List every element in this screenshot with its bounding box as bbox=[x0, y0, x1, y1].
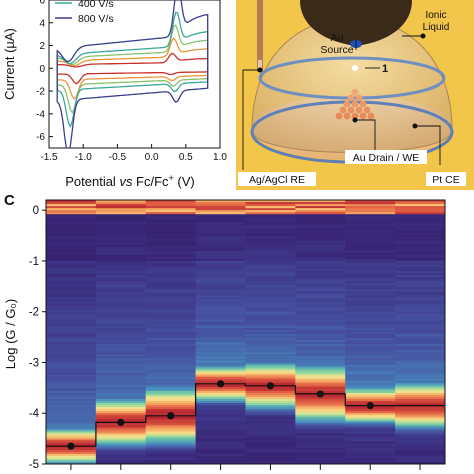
heatmap-y-ticks: 0 -1 -2 -3 -4 -5 bbox=[29, 205, 46, 471]
cv-x-tick-label: -0.5 bbox=[109, 152, 127, 163]
heatmap-columns bbox=[46, 200, 446, 465]
heatmap-column bbox=[46, 200, 96, 465]
pt-ce-pointer bbox=[413, 124, 418, 129]
cv-y-tick-label: 0 bbox=[39, 64, 45, 75]
peak-point bbox=[167, 412, 174, 419]
peak-point bbox=[317, 390, 324, 397]
cv-y-tick-label: 4 bbox=[39, 18, 45, 29]
ionic-liquid-pointer bbox=[421, 34, 426, 39]
cv-x-axis-label: Potential vs Fc/Fc+ (V) bbox=[65, 173, 195, 189]
cv-y-tick-label: -2 bbox=[36, 87, 45, 98]
panel-c-label: C bbox=[4, 192, 15, 209]
heatmap-y-tick-label: -3 bbox=[29, 357, 39, 369]
molecule-dot bbox=[352, 65, 358, 71]
heatmap-y-tick-label: -5 bbox=[29, 459, 39, 471]
cv-y-tick-label: -4 bbox=[36, 109, 45, 120]
heatmap-column bbox=[345, 200, 395, 465]
peak-point bbox=[217, 380, 224, 387]
peak-point bbox=[67, 443, 74, 450]
cv-y-tick-label: 6 bbox=[39, 0, 45, 7]
peak-point bbox=[367, 402, 374, 409]
heatmap-column bbox=[295, 200, 345, 465]
heatmap-column bbox=[246, 200, 296, 465]
cv-y-axis-label: Current (µA) bbox=[2, 28, 17, 100]
legend-800: 800 V/s bbox=[78, 13, 114, 25]
cv-x-tick-label: 0.5 bbox=[179, 152, 193, 163]
molecule-label: 1 bbox=[382, 63, 388, 75]
heatmap-y-tick-label: 0 bbox=[33, 205, 39, 217]
heatmap-chart: C 0 -1 -2 -3 -4 -5 Log (G / G₀) bbox=[3, 192, 446, 471]
cv-x-tick-label: -1.0 bbox=[75, 152, 93, 163]
cv-chart: -1.5 -1.0 -0.5 0.0 0.5 1.0 6 4 2 0 -2 -4 -6 400 V/s… bbox=[2, 0, 227, 189]
cv-x-tick-label: 0.0 bbox=[145, 152, 159, 163]
peak-point bbox=[117, 419, 124, 426]
cv-x-tick-label: -1.5 bbox=[40, 152, 58, 163]
heatmap-column bbox=[196, 200, 246, 465]
cv-plot-frame bbox=[49, 0, 220, 148]
heatmap-x-ticks bbox=[71, 464, 420, 470]
cv-x-tick-label: 1.0 bbox=[213, 152, 227, 163]
cv-y-tick-label: 2 bbox=[39, 41, 45, 52]
heatmap-y-tick-label: -1 bbox=[29, 256, 39, 268]
cv-y-tick-label: -6 bbox=[36, 132, 45, 143]
schematic-panel: Ionic Liquid Au Source 1 Au Drain / WE Ag/… bbox=[236, 0, 474, 190]
heatmap-y-tick-label: -4 bbox=[29, 408, 40, 420]
ag-agcl-label: Ag/AgCl RE bbox=[249, 174, 305, 186]
peak-point bbox=[267, 382, 274, 389]
heatmap-column bbox=[395, 200, 445, 465]
ionic-liquid-label: Ionic Liquid bbox=[423, 10, 450, 33]
ag-agcl-pointer bbox=[258, 68, 263, 73]
heatmap-y-tick-label: -2 bbox=[29, 307, 39, 319]
heatmap-column bbox=[146, 200, 196, 465]
legend-400: 400 V/s bbox=[78, 0, 114, 10]
au-drain-label: Au Drain / WE bbox=[353, 152, 420, 164]
pt-ce-label: Pt CE bbox=[432, 174, 459, 186]
heatmap-y-axis-label: Log (G / G₀) bbox=[3, 299, 18, 369]
au-drain-pointer bbox=[353, 118, 358, 123]
